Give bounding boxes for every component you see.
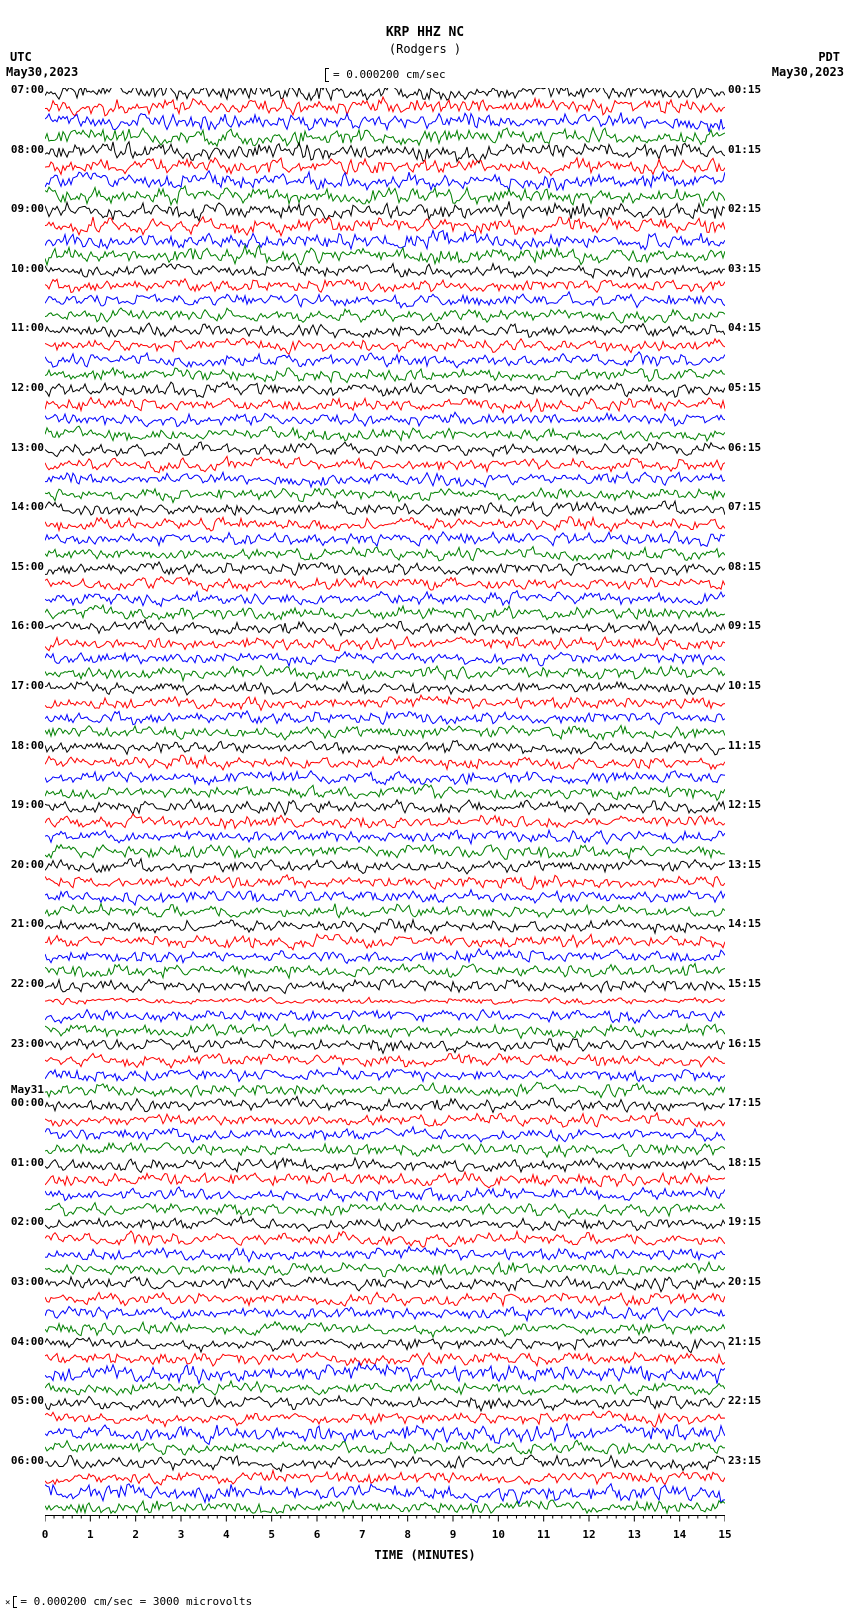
x-tick-label: 7 bbox=[359, 1528, 366, 1541]
x-tick-label: 2 bbox=[132, 1528, 139, 1541]
x-axis-title: TIME (MINUTES) bbox=[0, 1548, 850, 1562]
utc-hour-label: 03:00 bbox=[11, 1275, 44, 1288]
pdt-hour-label: 09:15 bbox=[728, 619, 761, 632]
utc-hour-label: 17:00 bbox=[11, 679, 44, 692]
utc-hour-label: 16:00 bbox=[11, 619, 44, 632]
pdt-hour-label: 18:15 bbox=[728, 1156, 761, 1169]
x-tick-label: 11 bbox=[537, 1528, 550, 1541]
utc-hour-label: 18:00 bbox=[11, 739, 44, 752]
x-tick-label: 0 bbox=[42, 1528, 49, 1541]
pdt-hour-label: 04:15 bbox=[728, 321, 761, 334]
utc-hour-label: 23:00 bbox=[11, 1037, 44, 1050]
pdt-hour-label: 21:15 bbox=[728, 1335, 761, 1348]
date-right-label: May30,2023 bbox=[772, 65, 844, 79]
pdt-hour-label: 08:15 bbox=[728, 560, 761, 573]
pdt-hour-label: 16:15 bbox=[728, 1037, 761, 1050]
x-tick-label: 1 bbox=[87, 1528, 94, 1541]
x-tick-label: 5 bbox=[268, 1528, 275, 1541]
pdt-hour-label: 23:15 bbox=[728, 1454, 761, 1467]
x-tick-label: 6 bbox=[314, 1528, 321, 1541]
x-tick-label: 14 bbox=[673, 1528, 686, 1541]
utc-hour-label: 01:00 bbox=[11, 1156, 44, 1169]
station-location: (Rodgers ) bbox=[0, 42, 850, 56]
footer-scale-text: = 0.000200 cm/sec = 3000 microvolts bbox=[20, 1595, 252, 1608]
pdt-hour-label: 13:15 bbox=[728, 858, 761, 871]
utc-hour-label: 00:00 bbox=[11, 1096, 44, 1109]
utc-hour-label: 19:00 bbox=[11, 798, 44, 811]
pdt-hour-label: 07:15 bbox=[728, 500, 761, 513]
utc-hour-label: 15:00 bbox=[11, 560, 44, 573]
pdt-hour-label: 20:15 bbox=[728, 1275, 761, 1288]
pdt-hour-label: 19:15 bbox=[728, 1215, 761, 1228]
pdt-hour-label: 15:15 bbox=[728, 977, 761, 990]
timezone-left-label: UTC bbox=[10, 50, 32, 64]
utc-hour-label: 07:00 bbox=[11, 83, 44, 96]
pdt-hour-label: 01:15 bbox=[728, 143, 761, 156]
utc-hour-label: 10:00 bbox=[11, 262, 44, 275]
utc-hour-label: 14:00 bbox=[11, 500, 44, 513]
utc-hour-label: 20:00 bbox=[11, 858, 44, 871]
utc-hour-label: 12:00 bbox=[11, 381, 44, 394]
seismogram-plot bbox=[45, 88, 725, 1520]
utc-hour-label: 09:00 bbox=[11, 202, 44, 215]
pdt-hour-label: 06:15 bbox=[728, 441, 761, 454]
x-tick-label: 13 bbox=[628, 1528, 641, 1541]
pdt-hour-label: 22:15 bbox=[728, 1394, 761, 1407]
utc-hour-label: 05:00 bbox=[11, 1394, 44, 1407]
pdt-hour-label: 14:15 bbox=[728, 917, 761, 930]
utc-hour-label: 21:00 bbox=[11, 917, 44, 930]
pdt-hour-label: 00:15 bbox=[728, 83, 761, 96]
x-tick-label: 4 bbox=[223, 1528, 230, 1541]
day-break-label: May31 bbox=[11, 1083, 44, 1096]
pdt-hour-label: 10:15 bbox=[728, 679, 761, 692]
seismogram-container: KRP HHZ NC (Rodgers ) = 0.000200 cm/sec … bbox=[0, 0, 850, 1613]
x-tick-label: 12 bbox=[582, 1528, 595, 1541]
utc-hour-label: 02:00 bbox=[11, 1215, 44, 1228]
utc-hour-label: 06:00 bbox=[11, 1454, 44, 1467]
pdt-hour-label: 17:15 bbox=[728, 1096, 761, 1109]
utc-hour-label: 13:00 bbox=[11, 441, 44, 454]
pdt-hour-label: 12:15 bbox=[728, 798, 761, 811]
pdt-hour-label: 03:15 bbox=[728, 262, 761, 275]
x-tick-label: 9 bbox=[450, 1528, 457, 1541]
date-left-label: May30,2023 bbox=[6, 65, 78, 79]
x-tick-label: 8 bbox=[404, 1528, 411, 1541]
scale-indicator-top: = 0.000200 cm/sec bbox=[325, 68, 446, 82]
utc-hour-label: 04:00 bbox=[11, 1335, 44, 1348]
x-tick-label: 15 bbox=[718, 1528, 731, 1541]
x-tick-label: 10 bbox=[492, 1528, 505, 1541]
utc-hour-label: 22:00 bbox=[11, 977, 44, 990]
scale-text: = 0.000200 cm/sec bbox=[333, 68, 446, 81]
timezone-right-label: PDT bbox=[818, 50, 840, 64]
pdt-hour-label: 11:15 bbox=[728, 739, 761, 752]
utc-hour-label: 11:00 bbox=[11, 321, 44, 334]
station-title: KRP HHZ NC bbox=[0, 25, 850, 40]
x-tick-label: 3 bbox=[178, 1528, 185, 1541]
pdt-hour-label: 05:15 bbox=[728, 381, 761, 394]
pdt-hour-label: 02:15 bbox=[728, 202, 761, 215]
scale-indicator-bottom: ×= 0.000200 cm/sec = 3000 microvolts bbox=[5, 1595, 252, 1608]
utc-hour-label: 08:00 bbox=[11, 143, 44, 156]
